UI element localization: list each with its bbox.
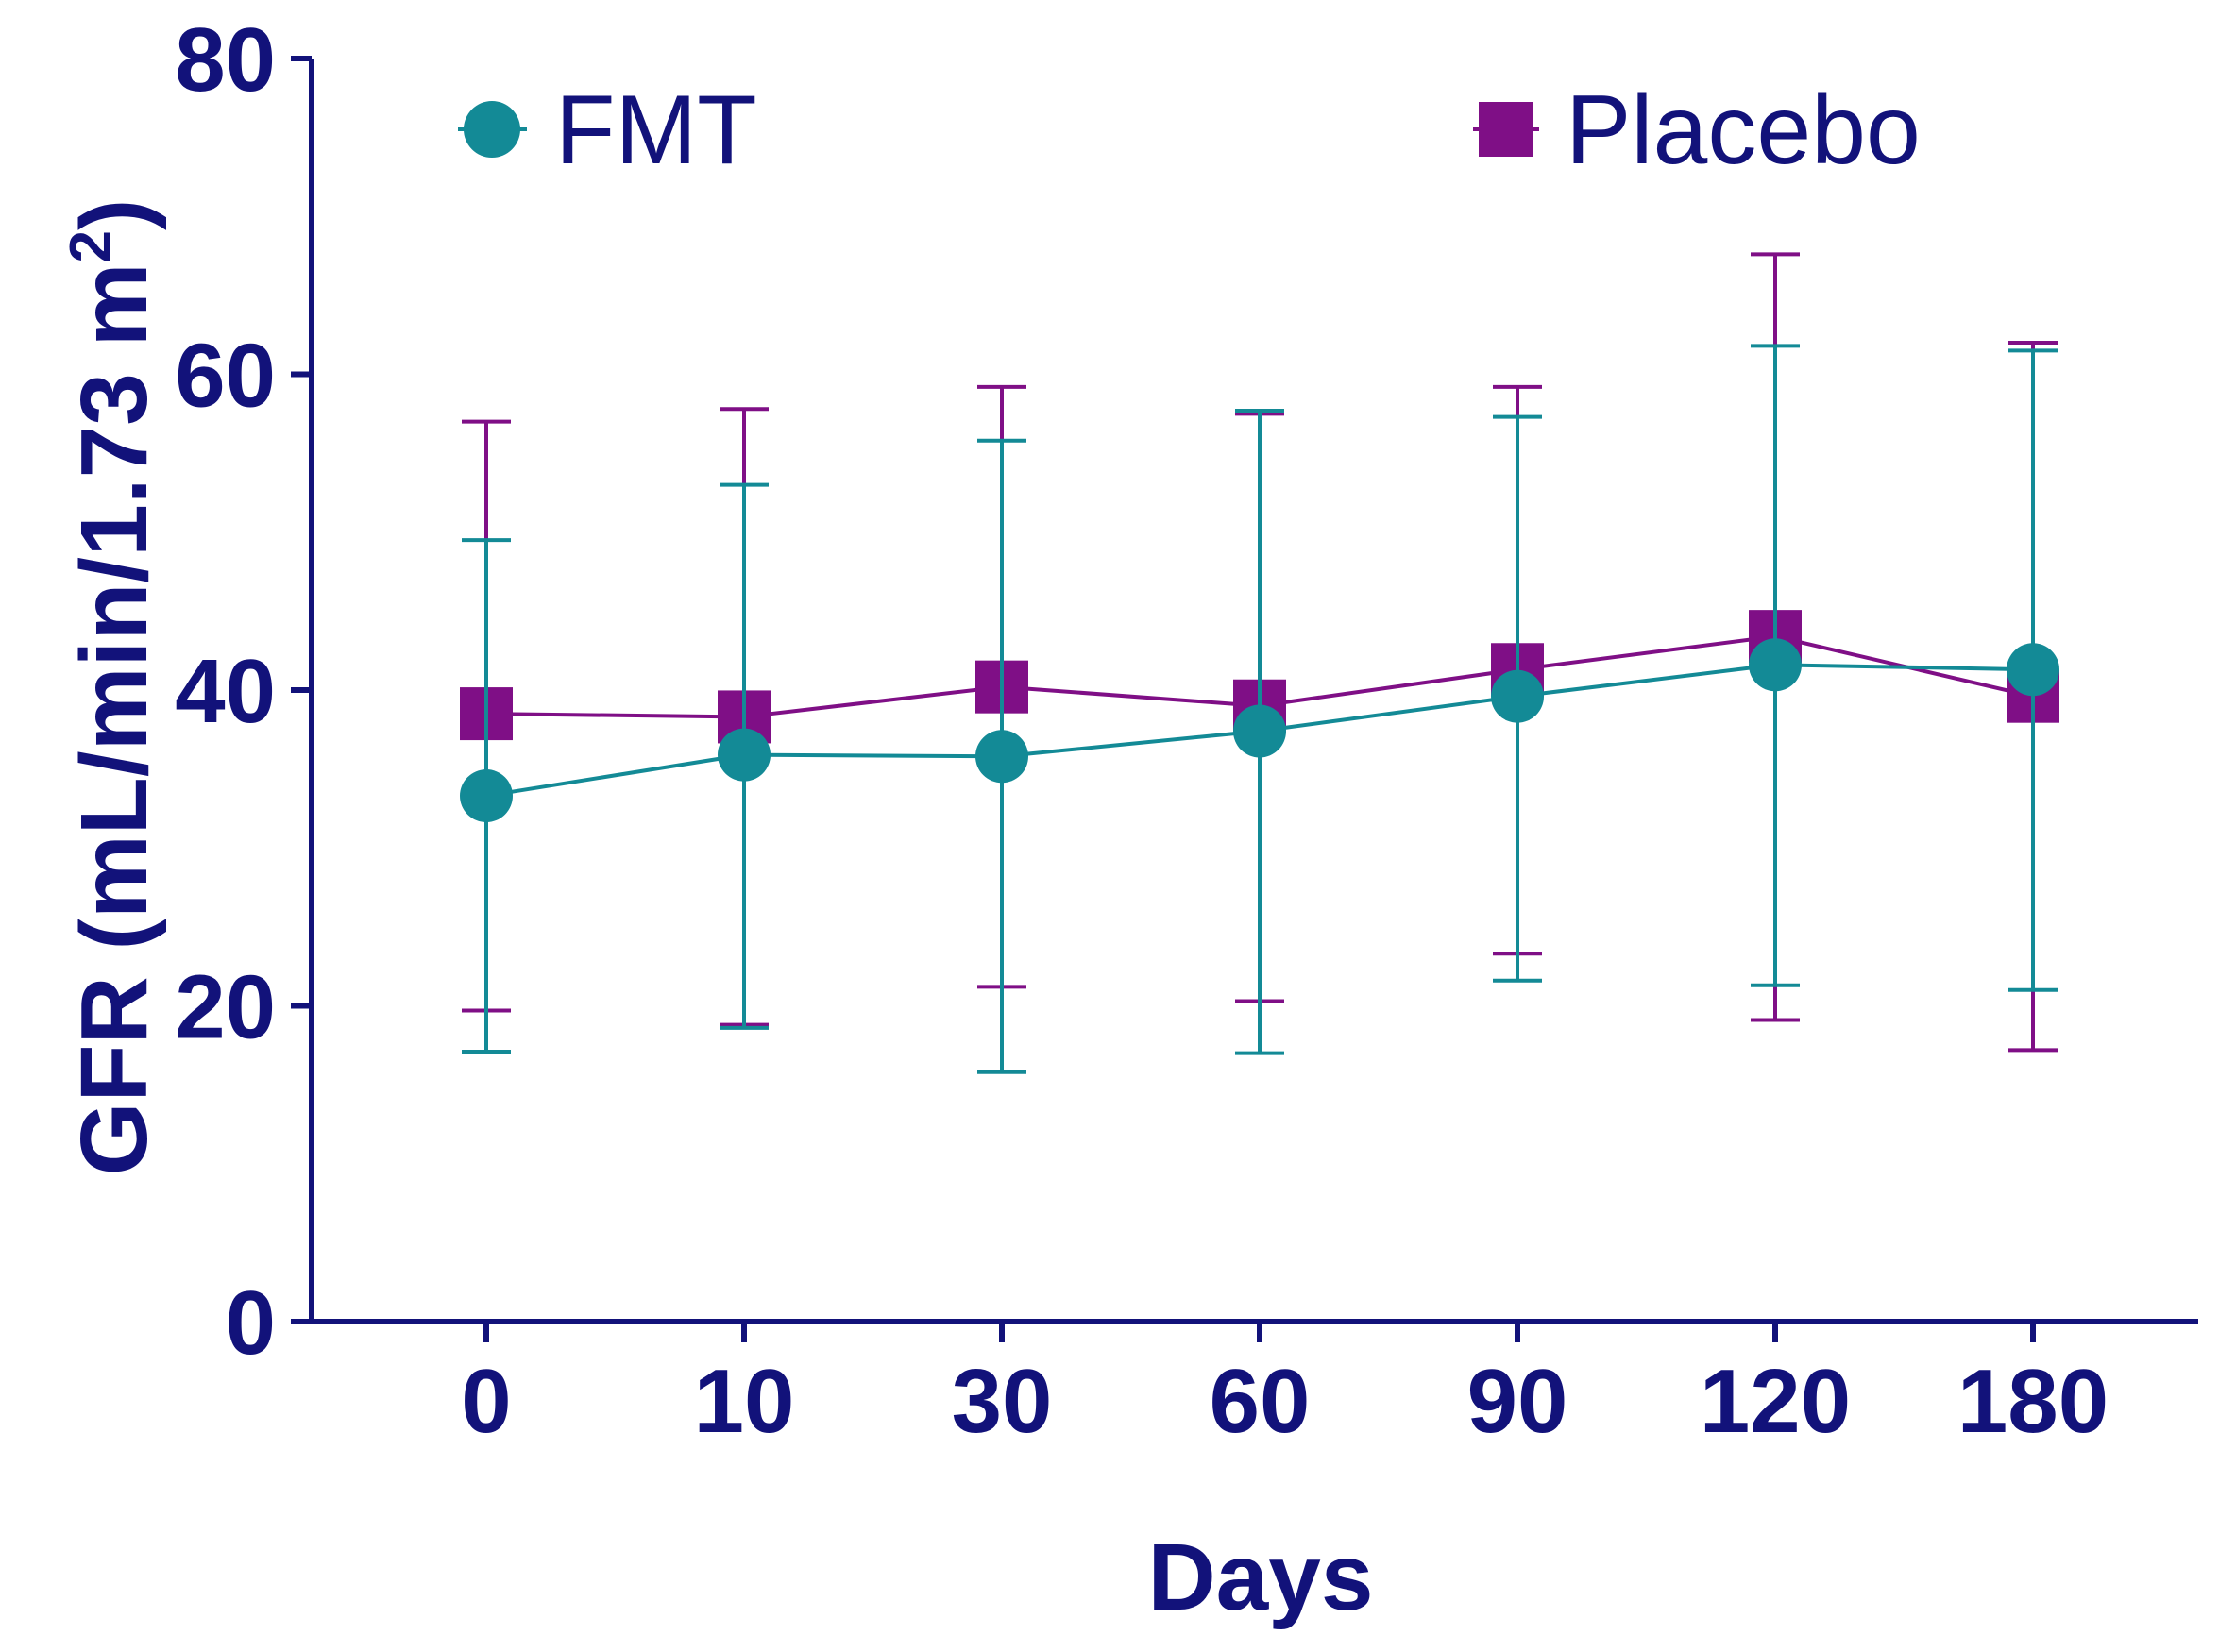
legend-placebo-marker [1479,102,1533,157]
legend-item-placebo: Placebo [1473,76,1921,185]
x-tick-label-180: 180 [1957,1351,2109,1452]
x-axis-ticks: 0 10 30 60 90 120 180 [461,1322,2109,1452]
y-tick-label-80: 80 [175,9,276,110]
x-tick-label-120: 120 [1700,1351,1851,1452]
y-axis-ticks: 0 20 40 60 80 [175,9,312,1374]
legend-fmt-marker [464,101,520,158]
data-point-fmt-90 [1491,669,1544,723]
data-point-fmt-30 [975,730,1028,784]
legend-fmt-label: FMT [555,76,757,185]
y-tick-label-40: 40 [175,641,276,742]
legend-item-fmt: FMT [458,76,757,185]
y-tick-label-20: 20 [175,957,276,1058]
x-tick-label-0: 0 [461,1351,511,1452]
legend-placebo-label: Placebo [1566,76,1921,185]
data-point-fmt-10 [718,728,771,782]
series-layer [460,252,2059,1074]
data-point-fmt-180 [2007,643,2059,697]
data-point-fmt-60 [1233,704,1286,758]
y-tick-label-0: 0 [226,1273,276,1374]
y-axis-title-main: GFR (mL/min/1.73 m [61,262,167,1175]
x-tick-label-90: 90 [1467,1351,1568,1452]
x-tick-label-10: 10 [694,1351,795,1452]
legend: FMT Placebo [458,76,1921,185]
plot-area [460,252,2059,1074]
y-axis-title: GFR (mL/min/1.73 m2) [59,199,167,1176]
data-point-fmt-120 [1749,638,1802,692]
y-axis-title-superscript: 2 [59,230,124,262]
y-tick-label-60: 60 [175,326,276,427]
series-fmt [460,344,2059,1074]
data-point-fmt-0 [460,769,513,823]
y-axis-title-close: ) [61,199,167,230]
x-tick-label-60: 60 [1210,1351,1311,1452]
x-axis-title: Days [1147,1525,1373,1630]
x-tick-label-30: 30 [952,1351,1053,1452]
